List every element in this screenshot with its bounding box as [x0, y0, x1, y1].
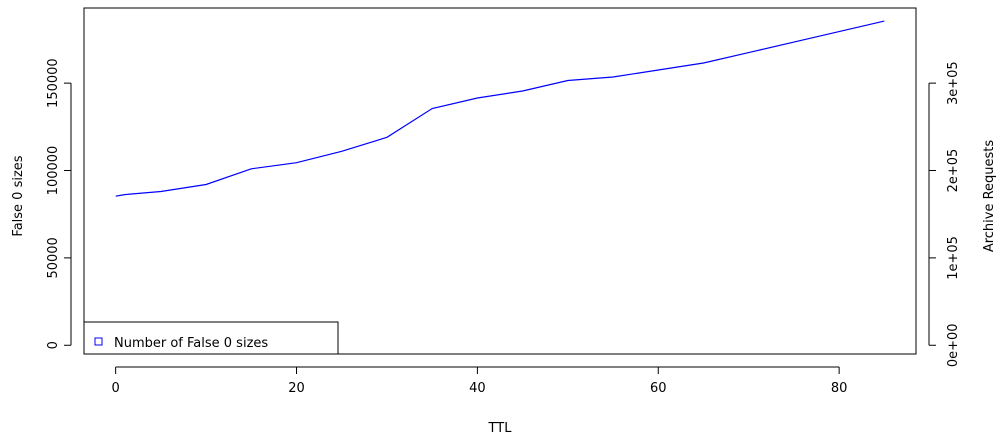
- y2-tick-label: 2e+05: [946, 149, 961, 193]
- series-line: [115, 20, 885, 197]
- y2-tick-label: 1e+05: [946, 236, 961, 280]
- y-axis-right: 0e+00 1e+05 2e+05 3e+05: [928, 61, 961, 367]
- x-tick-label: 0: [112, 381, 120, 396]
- y2-tick-label: 0e+00: [946, 323, 961, 367]
- y2-tick-label: 3e+05: [946, 61, 961, 105]
- y-tick-label: 50000: [46, 237, 61, 278]
- x-tick-label: 80: [831, 381, 848, 396]
- legend: Number of False 0 sizes: [83, 321, 339, 355]
- y-tick-label: 0: [46, 341, 61, 349]
- x-tick-label: 40: [469, 381, 486, 396]
- x-axis: 0 20 40 60 80: [112, 366, 848, 396]
- plot-frame: [83, 7, 917, 355]
- x-axis-title: TTL: [488, 421, 513, 436]
- legend-box: [83, 321, 339, 355]
- y-axis-title: False 0 sizes: [11, 155, 26, 236]
- y-axis-left: 0 50000 100000 150000: [46, 58, 72, 349]
- y2-axis-title: Archive Requests: [982, 140, 997, 253]
- y-tick-label: 150000: [46, 58, 61, 108]
- x-tick-label: 20: [288, 381, 305, 396]
- series-layer: [115, 20, 885, 197]
- x-tick-label: 60: [650, 381, 667, 396]
- legend-entry: Number of False 0 sizes: [114, 336, 268, 351]
- legend-marker: [94, 337, 103, 346]
- y-tick-label: 100000: [46, 146, 61, 196]
